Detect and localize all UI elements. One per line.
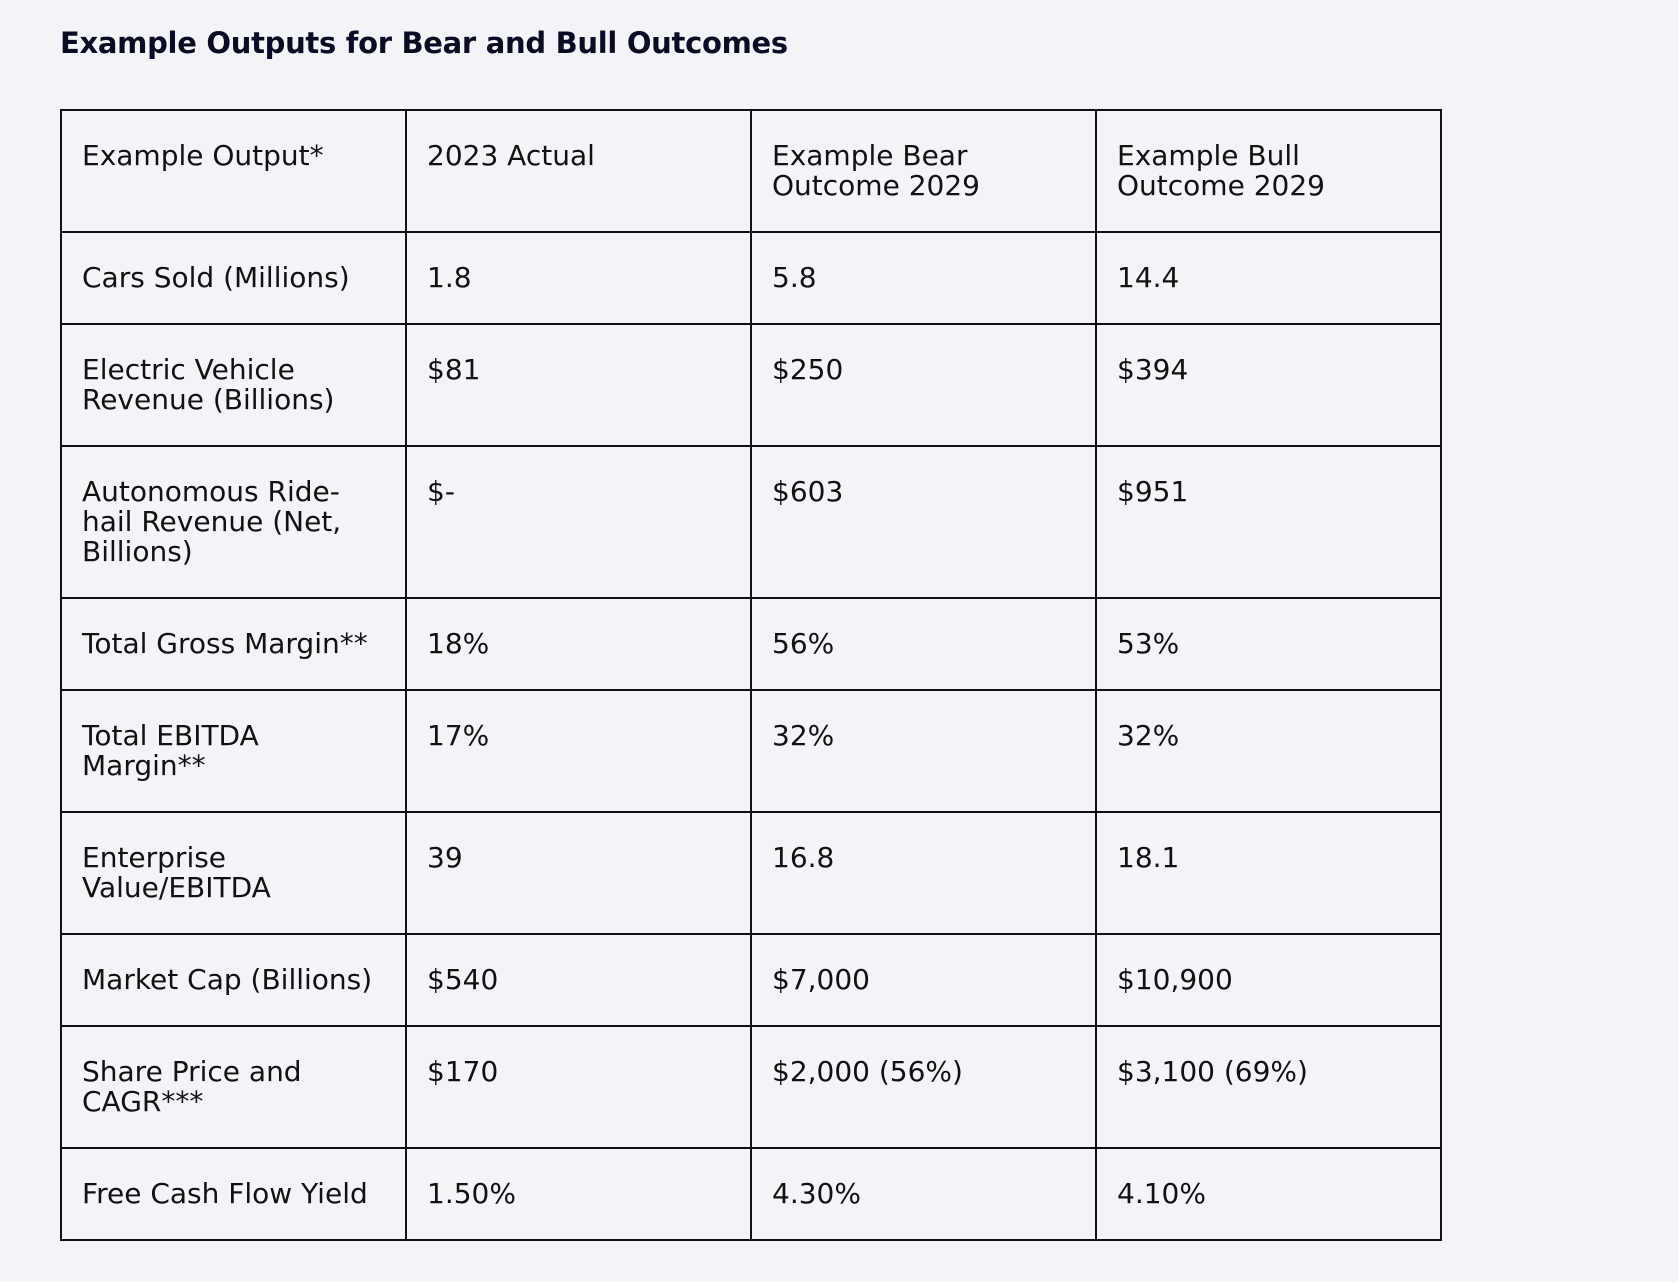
- cell-2023-actual: 1.8: [405, 231, 752, 325]
- table-row: Enterprise Value/EBITDA 39 16.8 18.1: [60, 811, 1442, 935]
- header-cell-bull-outcome: Example Bull Outcome 2029: [1095, 109, 1442, 233]
- row-label: Electric Vehicle Revenue (Billions): [60, 323, 407, 447]
- cell-bull-2029: $10,900: [1095, 933, 1442, 1027]
- table-row: Free Cash Flow Yield 1.50% 4.30% 4.10%: [60, 1147, 1442, 1241]
- table-header-row: Example Output* 2023 Actual Example Bear…: [60, 109, 1442, 233]
- cell-bear-2029: $250: [750, 323, 1097, 447]
- cell-bear-2029: 5.8: [750, 231, 1097, 325]
- cell-2023-actual: $81: [405, 323, 752, 447]
- table-row: Total EBITDA Margin** 17% 32% 32%: [60, 689, 1442, 813]
- cell-bull-2029: 53%: [1095, 597, 1442, 691]
- table-row: Cars Sold (Millions) 1.8 5.8 14.4: [60, 231, 1442, 325]
- cell-bear-2029: 32%: [750, 689, 1097, 813]
- header-cell-bear-outcome: Example Bear Outcome 2029: [750, 109, 1097, 233]
- table-row: Autonomous Ride-hail Revenue (Net, Billi…: [60, 445, 1442, 599]
- cell-bear-2029: $7,000: [750, 933, 1097, 1027]
- row-label: Total EBITDA Margin**: [60, 689, 407, 813]
- cell-bear-2029: 16.8: [750, 811, 1097, 935]
- cell-bull-2029: 14.4: [1095, 231, 1442, 325]
- row-label: Cars Sold (Millions): [60, 231, 407, 325]
- cell-bull-2029: 18.1: [1095, 811, 1442, 935]
- cell-bull-2029: $3,100 (69%): [1095, 1025, 1442, 1149]
- cell-2023-actual: 17%: [405, 689, 752, 813]
- cell-2023-actual: $170: [405, 1025, 752, 1149]
- cell-bear-2029: 4.30%: [750, 1147, 1097, 1241]
- header-cell-2023-actual: 2023 Actual: [405, 109, 752, 233]
- table-row: Market Cap (Billions) $540 $7,000 $10,90…: [60, 933, 1442, 1027]
- row-label: Autonomous Ride-hail Revenue (Net, Billi…: [60, 445, 407, 599]
- header-cell-example-output: Example Output*: [60, 109, 407, 233]
- row-label: Enterprise Value/EBITDA: [60, 811, 407, 935]
- table-row: Share Price and CAGR*** $170 $2,000 (56%…: [60, 1025, 1442, 1149]
- row-label: Market Cap (Billions): [60, 933, 407, 1027]
- cell-bear-2029: $2,000 (56%): [750, 1025, 1097, 1149]
- row-label: Share Price and CAGR***: [60, 1025, 407, 1149]
- cell-2023-actual: $540: [405, 933, 752, 1027]
- cell-2023-actual: 1.50%: [405, 1147, 752, 1241]
- cell-2023-actual: 18%: [405, 597, 752, 691]
- cell-bull-2029: 4.10%: [1095, 1147, 1442, 1241]
- page-title: Example Outputs for Bear and Bull Outcom…: [60, 26, 788, 60]
- cell-bull-2029: $951: [1095, 445, 1442, 599]
- cell-2023-actual: 39: [405, 811, 752, 935]
- cell-bull-2029: $394: [1095, 323, 1442, 447]
- table-row: Total Gross Margin** 18% 56% 53%: [60, 597, 1442, 691]
- cell-bull-2029: 32%: [1095, 689, 1442, 813]
- cell-bear-2029: 56%: [750, 597, 1097, 691]
- row-label: Total Gross Margin**: [60, 597, 407, 691]
- cell-bear-2029: $603: [750, 445, 1097, 599]
- row-label: Free Cash Flow Yield: [60, 1147, 407, 1241]
- table-row: Electric Vehicle Revenue (Billions) $81 …: [60, 323, 1442, 447]
- outputs-table: Example Output* 2023 Actual Example Bear…: [60, 109, 1442, 1241]
- cell-2023-actual: $-: [405, 445, 752, 599]
